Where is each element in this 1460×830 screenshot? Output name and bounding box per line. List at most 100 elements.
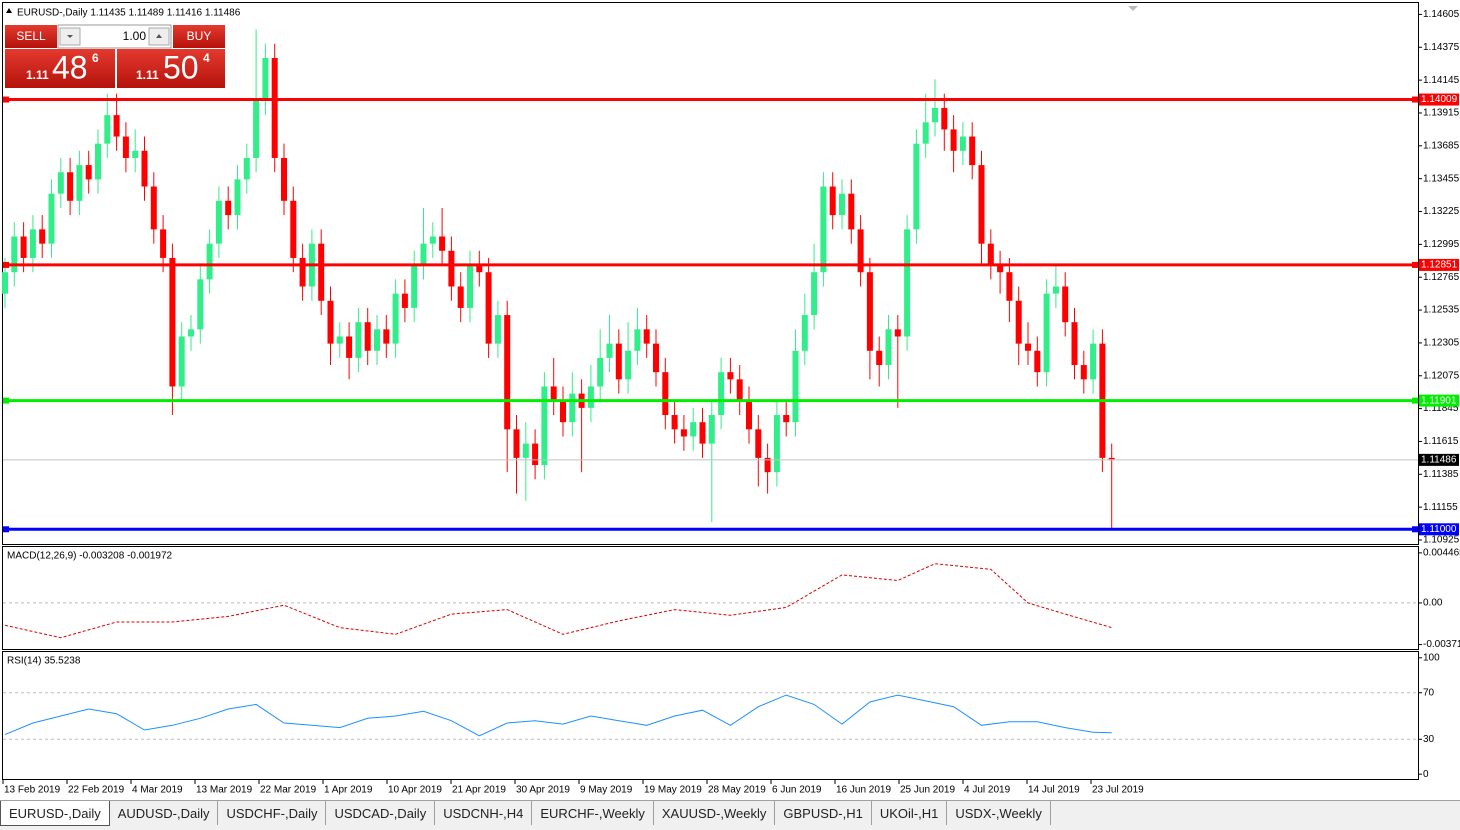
x-tick-label: 23 Jul 2019: [1092, 785, 1144, 796]
candle-body: [76, 165, 83, 201]
candle-body: [606, 343, 613, 358]
lot-input[interactable]: [57, 24, 172, 49]
candle-body: [690, 422, 697, 437]
ask-prefix: 1.11: [136, 68, 159, 82]
chart-tab[interactable]: USDCHF-,Daily: [218, 801, 327, 825]
candle-body: [811, 272, 818, 316]
candle-body: [401, 293, 408, 308]
candle-body: [57, 172, 64, 194]
candle-body: [522, 443, 529, 458]
candle-body: [708, 415, 715, 444]
candle-body: [764, 457, 771, 473]
x-tick-label: 16 Jun 2019: [836, 785, 891, 796]
lot-up-arrow: [156, 34, 162, 38]
level-box: [1419, 258, 1459, 271]
candle-body: [755, 429, 762, 458]
candle-body: [113, 115, 120, 137]
chart-header: EURUSD-,Daily 1.11435 1.11489 1.11416 1.…: [17, 8, 241, 19]
candle-body: [1108, 457, 1115, 460]
candle-body: [792, 350, 799, 423]
candle-body: [857, 229, 864, 273]
chart-tab[interactable]: EURCHF-,Weekly: [532, 801, 654, 825]
candle-body: [383, 329, 390, 344]
candle-body: [1006, 272, 1013, 301]
candle-body: [1071, 322, 1078, 366]
candle-body: [801, 315, 808, 351]
candle-body: [429, 236, 436, 244]
candle-body: [48, 193, 55, 244]
macd-panel: [2, 546, 1419, 650]
y-tick-label: 1.13225: [1423, 206, 1460, 217]
candle-body: [932, 107, 938, 123]
x-tick-label: 4 Jul 2019: [964, 785, 1011, 796]
sell-label[interactable]: SELL: [16, 29, 46, 43]
candle-body: [848, 193, 855, 230]
candle-body: [141, 150, 148, 187]
y-tick-label: 1.11155: [1423, 502, 1458, 513]
y-tick-label: 1.12765: [1423, 272, 1460, 283]
candle-body: [736, 379, 743, 401]
candle-body: [969, 136, 976, 166]
ask-box[interactable]: [117, 49, 225, 88]
chart-tab[interactable]: XAUUSD-,Weekly: [654, 801, 776, 825]
candle-body: [122, 136, 129, 158]
lot-value[interactable]: 1.00: [123, 29, 147, 43]
level-label: 1.11000: [1421, 524, 1457, 535]
candle-body: [346, 336, 353, 358]
terminal-chart: 1.14605 1.14375 1.14145 1.13915 1.13685 1.134…: [2, 2, 1460, 796]
x-tick-label: 21 Apr 2019: [452, 785, 506, 796]
candle-body: [11, 236, 18, 273]
candle-body: [550, 386, 557, 401]
candle-body: [1062, 286, 1069, 323]
x-tick-label: 1 Apr 2019: [324, 785, 373, 796]
candle-body: [699, 422, 706, 444]
candle-body: [1090, 343, 1097, 380]
buy-button[interactable]: [173, 25, 225, 48]
chart-tab[interactable]: AUDUSD-,Daily: [110, 801, 219, 825]
shift-marker: [1128, 6, 1138, 11]
chart-tab[interactable]: UKOil-,H1: [872, 801, 948, 825]
y-tick-label: 1.14145: [1423, 75, 1460, 86]
bid-box[interactable]: [5, 49, 115, 88]
candle-body: [653, 343, 659, 373]
chart-tab[interactable]: USDCNH-,H4: [435, 801, 533, 825]
x-tick-label: 9 May 2019: [580, 785, 633, 796]
candle-body: [150, 186, 157, 230]
chart-tab[interactable]: GBPUSD-,H1: [775, 801, 872, 825]
y-tick-label: 1.11385: [1423, 469, 1459, 480]
candle-body: [169, 257, 176, 387]
y-tick-label: 1.12995: [1423, 239, 1460, 250]
indicator-line: [4, 694, 1112, 737]
candle-body: [597, 357, 604, 387]
candle-body: [513, 429, 520, 458]
candle-body: [1043, 293, 1050, 373]
x-tick-label: 4 Mar 2019: [132, 785, 183, 796]
candle-body: [392, 293, 399, 344]
x-tick-label: 30 Apr 2019: [516, 785, 570, 796]
bid-pips: 48: [52, 49, 88, 85]
candle-body: [95, 143, 101, 180]
candle-body: [839, 193, 845, 216]
candle-body: [894, 329, 901, 337]
candle-body: [188, 329, 194, 337]
candle-body: [420, 243, 427, 266]
x-tick-label: 22 Feb 2019: [68, 785, 125, 796]
candle-body: [485, 272, 492, 344]
chart-tab[interactable]: USDCAD-,Daily: [326, 801, 436, 825]
candle-body: [206, 243, 213, 280]
candle-body: [457, 286, 464, 308]
candle-body: [950, 129, 957, 151]
candle-body: [2, 272, 8, 294]
candle-body: [374, 329, 380, 351]
candle-body: [978, 165, 985, 244]
collapse-icon: [6, 8, 12, 13]
candle-body: [318, 243, 325, 301]
chart-tab[interactable]: USDX-,Weekly: [947, 801, 1051, 825]
x-tick-label: 22 Mar 2019: [260, 785, 317, 796]
sell-button[interactable]: [5, 25, 57, 48]
candle-body: [299, 257, 306, 287]
candle-body: [541, 386, 548, 466]
y-tick-label: 1.11615: [1423, 436, 1459, 447]
chart-tab[interactable]: EURUSD-,Daily: [0, 801, 110, 826]
buy-label[interactable]: BUY: [187, 29, 212, 43]
